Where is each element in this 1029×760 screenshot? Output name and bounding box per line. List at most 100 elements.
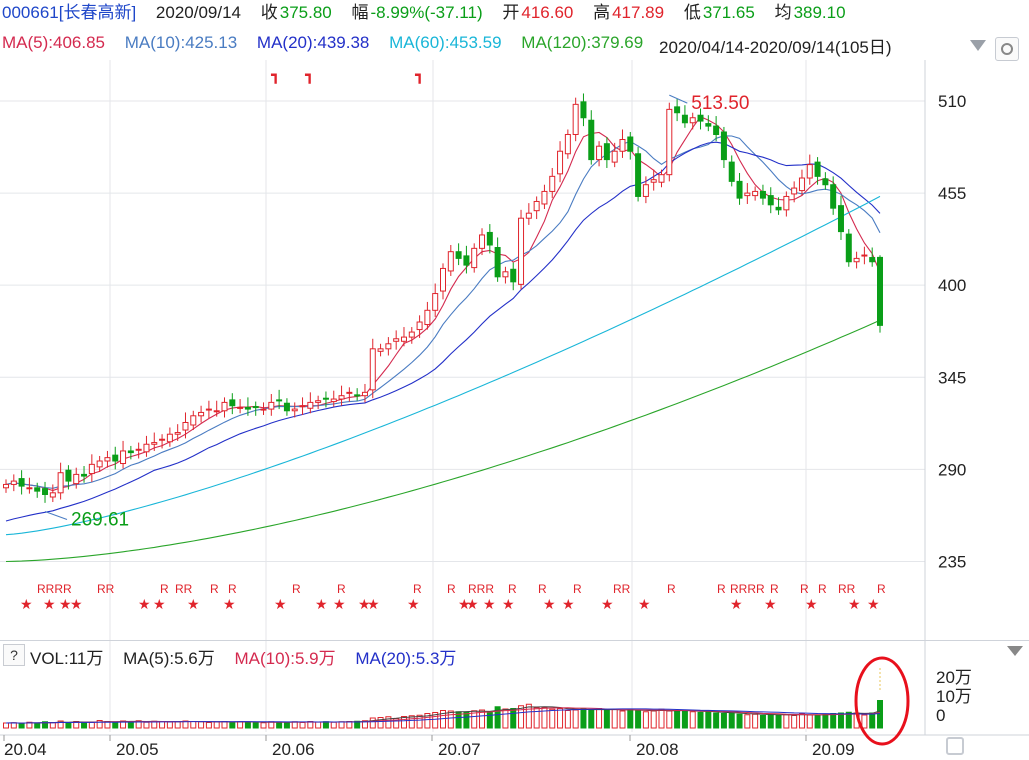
candle-body [580, 101, 587, 119]
volume-bar [837, 712, 844, 729]
candle-body [198, 411, 205, 417]
candle-body [541, 190, 548, 205]
candle-body [502, 271, 509, 278]
ma5-legend: MA(5):406.85 [2, 33, 105, 52]
candle-body [354, 394, 361, 397]
volume-bar [447, 710, 454, 729]
candle-body [65, 469, 72, 482]
r-marker: R [800, 582, 809, 596]
candle-body [432, 293, 439, 311]
candle-body [18, 478, 25, 487]
low-label: 低 [683, 3, 701, 22]
r-marker: RRR [468, 582, 494, 596]
avg-label: 均 [774, 3, 792, 22]
period-dropdown-icon[interactable] [970, 40, 986, 51]
r-marker: R [228, 582, 237, 596]
candle-body [557, 150, 564, 175]
volume-bar [416, 714, 423, 729]
max-pointer [669, 94, 688, 104]
x-tick-label: 20.04 [4, 740, 47, 759]
volume-bar [88, 722, 95, 729]
candle-body [596, 145, 603, 161]
help-button[interactable]: ? [3, 644, 25, 666]
candle-body [120, 450, 127, 465]
candle-body [174, 432, 181, 435]
candle-body [81, 473, 88, 477]
quote-header: 000661[长春高新] 2020/09/14 收 375.80 幅 -8.99%(… [2, 3, 846, 23]
low-value: 371.65 [702, 3, 755, 22]
volume-tick-label: 0 [936, 706, 945, 725]
open-label: 开 [502, 3, 520, 22]
candle-body [135, 448, 142, 451]
candle-body [322, 397, 329, 400]
candle-body [471, 247, 478, 269]
volume-bar [588, 709, 595, 729]
volume-bar [549, 708, 556, 729]
candle-body [447, 251, 454, 272]
volume-bar [759, 715, 766, 729]
volume-bar [830, 713, 837, 729]
candle-body [10, 480, 17, 485]
candle-body [112, 454, 119, 462]
volume-bar [369, 717, 376, 729]
volume-bar [198, 721, 205, 729]
star-marker: ★ [638, 597, 651, 613]
volume-bar [57, 720, 64, 729]
candle-body [814, 161, 821, 177]
volume-bar [291, 721, 298, 729]
volume-bar [502, 708, 509, 729]
volume-bar [182, 720, 189, 729]
star-marker: ★ [20, 597, 33, 613]
volume-bar [557, 708, 564, 729]
r-marker: RRRR [730, 582, 765, 596]
volume-bar [400, 716, 407, 729]
candle-body [237, 406, 244, 409]
collapse-icon[interactable] [1007, 646, 1023, 656]
star-marker: ★ [848, 597, 861, 613]
candle-body [291, 408, 298, 412]
volume-bar [744, 714, 751, 729]
settings-icon[interactable] [995, 37, 1019, 61]
ma120-line [5, 319, 881, 563]
volume-bar [190, 721, 197, 729]
candle-body [268, 401, 275, 410]
candle-body [3, 483, 9, 489]
candle-body [549, 175, 556, 192]
change-label: 幅 [351, 3, 369, 22]
volume-bar [432, 712, 439, 729]
volume-bar [424, 713, 431, 729]
watermark-logo [946, 736, 1024, 755]
candle-body [689, 117, 696, 124]
volume-bar [299, 722, 306, 729]
volume-bar [564, 710, 571, 729]
volume-bar [775, 714, 782, 729]
volume-bar [338, 721, 345, 729]
r-marker: R [538, 582, 547, 596]
candle-body [720, 131, 727, 161]
candle-body [869, 257, 876, 263]
price-tick-label: 235 [938, 552, 966, 571]
r-marker: R [337, 582, 346, 596]
candle-body [713, 125, 720, 135]
candle-body [650, 179, 657, 183]
volume-bar [486, 711, 493, 729]
volume-bar [666, 710, 673, 729]
candle-body [283, 402, 290, 412]
volume-bar [580, 708, 587, 729]
candle-body [877, 256, 883, 326]
candle-body [572, 103, 579, 135]
dividend-flag: ┓ [271, 66, 280, 84]
volume-header: ? VOL:11万 MA(5):5.6万 MA(10):5.9万 MA(20):… [0, 640, 1029, 668]
volume-bar [237, 721, 244, 729]
star-marker: ★ [483, 597, 496, 613]
candle-body [377, 348, 384, 352]
highlight-circle [854, 656, 910, 746]
candle-body [479, 234, 486, 249]
r-marker: RR [97, 582, 115, 596]
candle-body [619, 139, 626, 152]
r-marker: R [818, 582, 827, 596]
volume-bar [18, 723, 25, 729]
volume-ma-line [5, 708, 881, 724]
candle-body [400, 336, 407, 342]
volume-bar [268, 721, 275, 729]
